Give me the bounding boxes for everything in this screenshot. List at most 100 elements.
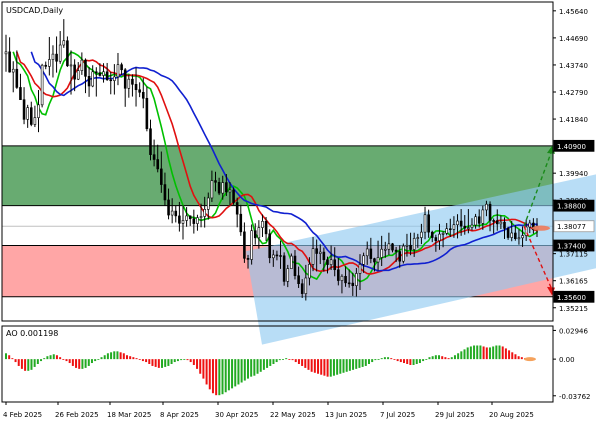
candle bbox=[492, 218, 495, 234]
candle-body-down bbox=[300, 283, 304, 294]
candle-body-up bbox=[521, 235, 524, 239]
candle bbox=[449, 218, 452, 237]
ao-bar bbox=[68, 359, 71, 364]
candle bbox=[257, 220, 261, 249]
candle-body-down bbox=[120, 64, 123, 71]
candle bbox=[524, 219, 528, 241]
candle-body-up bbox=[58, 44, 62, 62]
candle-body-down bbox=[73, 64, 76, 80]
candle bbox=[206, 192, 210, 220]
candle-body-down bbox=[532, 222, 535, 230]
ao-bar bbox=[377, 359, 380, 360]
candle-body-up bbox=[102, 71, 105, 76]
ao-bar bbox=[406, 359, 409, 364]
candle-body-down bbox=[8, 51, 11, 73]
candle-body-up bbox=[185, 215, 188, 221]
ao-bar bbox=[151, 359, 154, 366]
ma-line-20 bbox=[30, 51, 538, 272]
candle-body-up bbox=[445, 228, 448, 234]
candle bbox=[170, 198, 174, 224]
candle-body-up bbox=[76, 70, 80, 80]
candle bbox=[387, 232, 391, 255]
candle bbox=[398, 245, 402, 268]
ao-bar bbox=[49, 355, 52, 360]
candle-body-down bbox=[275, 254, 279, 257]
main-pane-frame bbox=[1, 1, 554, 322]
ao-bar bbox=[304, 359, 307, 368]
candle-body-up bbox=[485, 203, 488, 211]
candle-body-up bbox=[420, 231, 423, 238]
y-tick-label: 1.36165 bbox=[559, 278, 588, 286]
candle bbox=[80, 52, 84, 75]
ao-bar bbox=[399, 359, 402, 363]
ao-indicator-label: AO 0.001198 bbox=[6, 329, 58, 338]
candle bbox=[210, 170, 214, 202]
level-badge bbox=[553, 220, 595, 233]
ao-bar bbox=[307, 359, 310, 370]
y-tick-label: 1.44690 bbox=[559, 35, 588, 43]
x-tick-label: 26 Feb 2025 bbox=[55, 411, 99, 419]
candle bbox=[199, 203, 203, 228]
candle bbox=[315, 239, 318, 272]
ao-bar bbox=[17, 359, 20, 366]
candle-body-up bbox=[221, 182, 225, 194]
candle bbox=[134, 67, 138, 107]
candle-body-up bbox=[203, 209, 206, 217]
candle bbox=[33, 105, 37, 128]
ao-bar bbox=[310, 359, 313, 372]
candle bbox=[463, 215, 467, 235]
candle bbox=[456, 214, 459, 239]
candle-body-up bbox=[26, 107, 29, 120]
candle-body-down bbox=[19, 87, 22, 100]
candle bbox=[98, 63, 102, 77]
candle bbox=[22, 87, 26, 125]
ao-bar bbox=[301, 359, 304, 366]
ao-bar bbox=[129, 356, 132, 360]
candle bbox=[376, 240, 380, 271]
candle bbox=[87, 66, 91, 97]
candle bbox=[174, 205, 178, 223]
candle-body-down bbox=[44, 64, 48, 67]
ao-bar bbox=[36, 359, 39, 364]
ao-bar bbox=[352, 359, 355, 370]
candle bbox=[214, 171, 217, 192]
candle-body-down bbox=[98, 72, 102, 76]
ao-bar bbox=[221, 359, 224, 395]
candle bbox=[29, 101, 33, 127]
level-badge-label: 1.38077 bbox=[557, 223, 586, 231]
ao-bar bbox=[256, 359, 259, 374]
ao-bar bbox=[278, 359, 281, 361]
ao-bar bbox=[94, 359, 97, 362]
ao-bar bbox=[5, 353, 7, 360]
ao-bar bbox=[520, 357, 523, 360]
ao-bar bbox=[14, 359, 17, 363]
candle bbox=[467, 209, 470, 234]
candle-body-up bbox=[91, 71, 94, 87]
candle bbox=[192, 209, 196, 234]
candle bbox=[51, 45, 55, 78]
candle bbox=[44, 61, 48, 70]
ao-bar bbox=[495, 345, 498, 360]
candle bbox=[95, 67, 98, 97]
ao-bar bbox=[55, 355, 58, 360]
channel-band bbox=[246, 174, 596, 345]
y-tick-label: 1.43740 bbox=[559, 62, 588, 70]
ao-bar bbox=[285, 358, 288, 360]
ao-bar bbox=[418, 359, 421, 364]
candle bbox=[149, 119, 152, 161]
candle bbox=[452, 216, 456, 238]
ao-bar bbox=[78, 359, 81, 369]
ao-bar bbox=[224, 359, 227, 393]
ao-bar bbox=[428, 357, 431, 360]
candle-body-up bbox=[402, 245, 405, 262]
candle bbox=[311, 236, 315, 272]
ao-bar bbox=[463, 349, 466, 360]
ao-bar bbox=[517, 356, 520, 360]
candle bbox=[26, 104, 29, 128]
candle-body-up bbox=[481, 209, 485, 224]
ao-bar bbox=[476, 345, 479, 360]
candle bbox=[423, 206, 427, 240]
candle bbox=[532, 218, 535, 234]
candle-body-down bbox=[495, 220, 499, 225]
ao-bar bbox=[196, 359, 199, 369]
